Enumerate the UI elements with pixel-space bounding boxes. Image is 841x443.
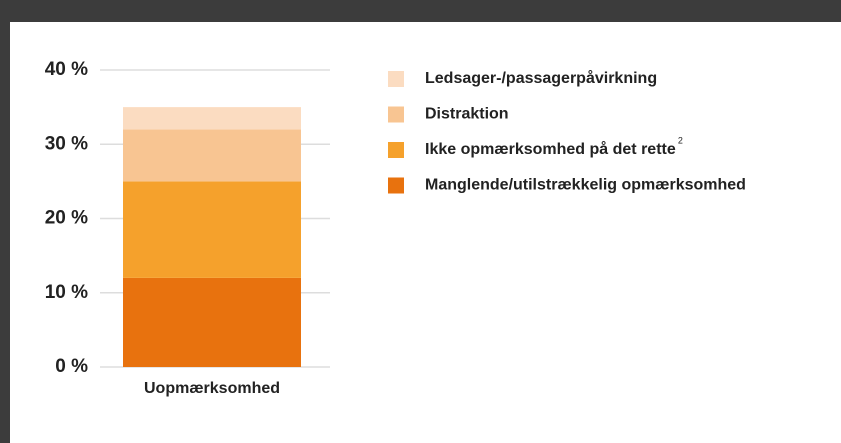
y-tick-label: 40 %	[45, 59, 88, 80]
x-tick-label: Uopmærksomhed	[144, 380, 280, 397]
bar-segment	[123, 129, 301, 181]
legend-swatch	[388, 178, 404, 194]
bar-segment	[123, 181, 301, 278]
bar-segment	[123, 107, 301, 129]
y-tick-label: 30 %	[45, 133, 88, 154]
legend-label: Ikke opmærksomhed på det rette	[425, 140, 676, 158]
legend-label: Manglende/utilstrækkelig opmærksomhed	[425, 177, 746, 194]
legend-footnote: 2	[678, 135, 683, 145]
chart: 0 % 10 % 20 % 30 % 40 % Uopmærksomhed Manglend…	[0, 0, 841, 443]
y-tick-label: 20 %	[45, 208, 88, 229]
legend-swatch	[388, 107, 404, 123]
legend-swatch	[388, 71, 404, 87]
bar-segment	[123, 278, 301, 367]
legend-label: Distraktion	[425, 106, 509, 123]
legend-swatch	[388, 142, 404, 158]
y-tick-label: 0 %	[55, 356, 88, 377]
legend-label: Ledsager-/passagerpåvirkning	[425, 69, 657, 87]
page: {"chart_data": {"type": "stacked-bar", "…	[0, 0, 841, 443]
y-tick-label: 10 %	[45, 282, 88, 303]
